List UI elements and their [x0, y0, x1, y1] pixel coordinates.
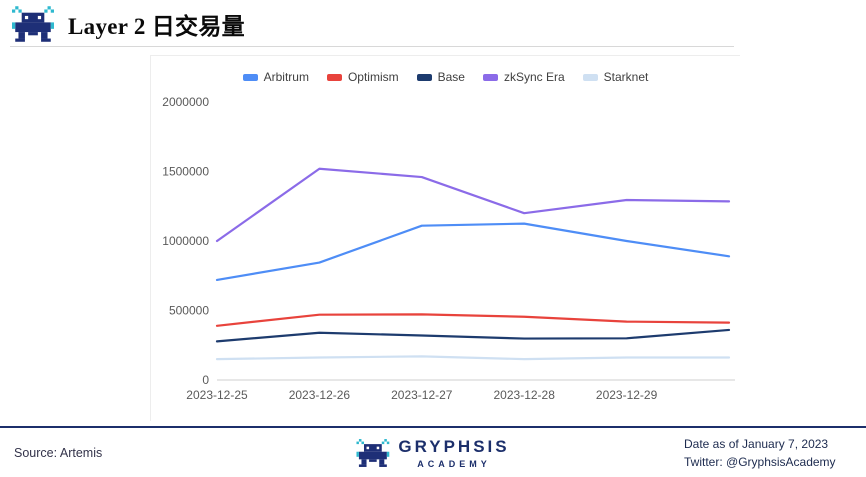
- series-line-zksync-era: [215, 167, 731, 243]
- legend-label: Optimism: [347, 70, 399, 84]
- y-tick-label: 2000000: [162, 95, 209, 109]
- twitter-handle: Twitter: @GryphsisAcademy: [684, 454, 836, 469]
- header-divider: [10, 46, 734, 47]
- y-tick-label: 1500000: [162, 165, 209, 179]
- x-tick-label: 2023-12-29: [596, 388, 658, 402]
- y-tick-label: 1000000: [162, 234, 209, 248]
- gryphsis-logo-icon: [356, 438, 390, 467]
- legend-label: zkSync Era: [503, 70, 565, 84]
- chart-legend: Arbitrum Optimism Base zkSync Era Starknet: [151, 66, 740, 88]
- chart-svg: 0 500000 1000000 1500000 2000000 2023-12-25 20…: [162, 95, 735, 402]
- legend-swatch: [582, 73, 598, 81]
- chart-block: Arbitrum Optimism Base zkSync Era Starknet 0…: [150, 55, 740, 421]
- legend-item-zksync-era[interactable]: zkSync Era: [482, 70, 565, 84]
- y-tick-label: 500000: [169, 304, 209, 318]
- legend-label: Base: [437, 70, 465, 84]
- series-line-optimism: [215, 313, 731, 327]
- footer-logo: GRYPHSIS ACADEMY: [356, 437, 509, 469]
- legend-swatch: [242, 73, 258, 81]
- legend-swatch: [326, 73, 342, 81]
- source-label: Source: Artemis: [14, 445, 103, 460]
- series-line-arbitrum: [215, 222, 731, 282]
- y-tick-label: 0: [202, 373, 209, 387]
- legend-label: Starknet: [603, 70, 649, 84]
- x-tick-label: 2023-12-25: [186, 388, 248, 402]
- x-tick-label: 2023-12-28: [494, 388, 556, 402]
- legend-item-optimism[interactable]: Optimism: [326, 70, 399, 84]
- legend-label: Arbitrum: [263, 70, 309, 84]
- series-line-starknet: [215, 355, 731, 361]
- legend-item-starknet[interactable]: Starknet: [582, 70, 649, 84]
- legend-item-base[interactable]: Base: [416, 70, 465, 84]
- header: Layer 2 日交易量: [0, 0, 866, 46]
- series-line-base: [215, 328, 731, 343]
- legend-swatch: [416, 73, 432, 81]
- footer-logo-text: GRYPHSIS ACADEMY: [398, 437, 509, 469]
- gryphsis-logo-icon: [12, 6, 54, 42]
- page-title: Layer 2 日交易量: [68, 14, 245, 39]
- logo-title: GRYPHSIS: [398, 436, 510, 456]
- legend-swatch: [482, 73, 498, 81]
- date-label: Date as of January 7, 2023: [684, 436, 829, 451]
- x-tick-label: 2023-12-26: [289, 388, 351, 402]
- x-tick-label: 2023-12-27: [391, 388, 453, 402]
- legend-item-arbitrum[interactable]: Arbitrum: [242, 70, 309, 84]
- footer: Source: Artemis GRYPHSIS ACADEMY Date as…: [0, 426, 866, 477]
- logo-subtitle: ACADEMY: [417, 458, 491, 469]
- footer-right: Date as of January 7, 2023 Twitter: @Gry…: [684, 437, 852, 469]
